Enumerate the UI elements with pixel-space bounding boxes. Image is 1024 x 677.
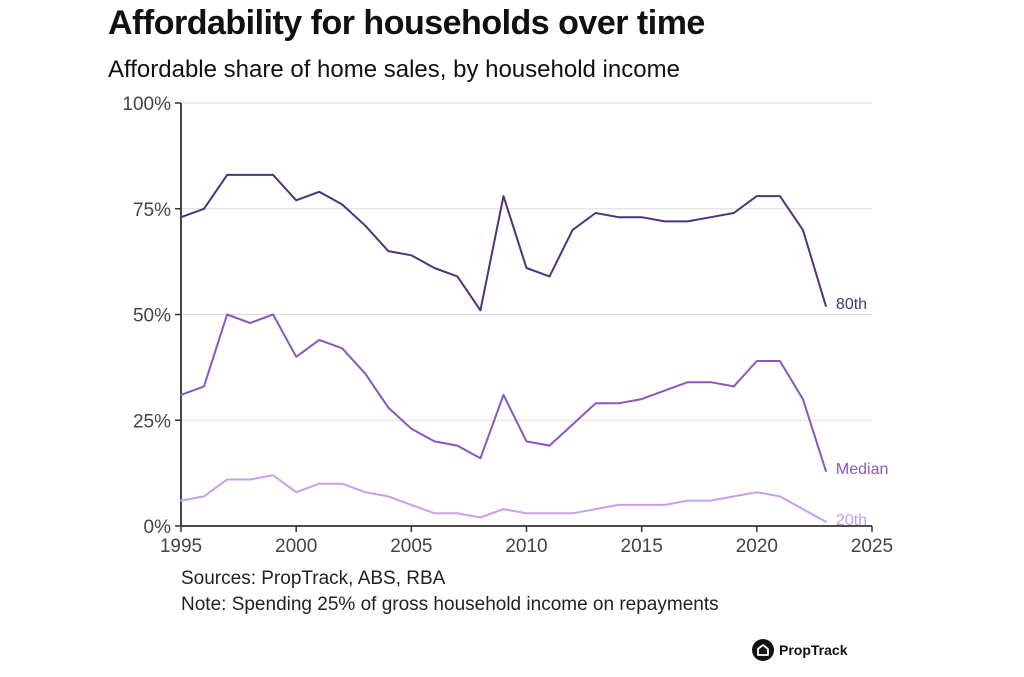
x-tick-label: 2010 [505, 536, 547, 557]
brand-name: PropTrack [779, 642, 847, 658]
brand-logo: PropTrack [752, 638, 847, 662]
axes: 0% 25% 50% 75% 100% 1995 2000 2005 2010 2015 2020 2… [122, 94, 893, 557]
x-tick-label: 1995 [160, 536, 202, 557]
x-tick-label: 2005 [390, 536, 432, 557]
sources-note: Sources: PropTrack, ABS, RBA [181, 568, 445, 590]
x-tick-label: 2000 [275, 536, 317, 557]
series-label-median: Median [836, 461, 888, 478]
series-lines [181, 175, 826, 522]
line-chart: 0% 25% 50% 75% 100% 1995 2000 2005 2010 2015 2020 2… [0, 0, 1024, 677]
x-tick-label: 2015 [621, 536, 663, 557]
y-tick-label: 25% [133, 411, 171, 432]
series-label-20th: 20th [836, 512, 867, 529]
method-note: Note: Spending 25% of gross household in… [181, 594, 719, 616]
series-line-80th [181, 175, 826, 310]
y-tick-label: 100% [122, 94, 171, 115]
x-tick-label: 2020 [736, 536, 778, 557]
x-tick-label: 2025 [851, 536, 893, 557]
gridlines [181, 103, 872, 420]
series-line-median [181, 315, 826, 472]
house-icon [752, 639, 774, 661]
y-tick-label: 50% [133, 306, 171, 327]
series-line-20th [181, 475, 826, 522]
y-tick-label: 75% [133, 200, 171, 221]
y-tick-label: 0% [144, 517, 172, 538]
series-labels: 80th Median 20th [836, 296, 888, 529]
series-label-80th: 80th [836, 296, 867, 313]
